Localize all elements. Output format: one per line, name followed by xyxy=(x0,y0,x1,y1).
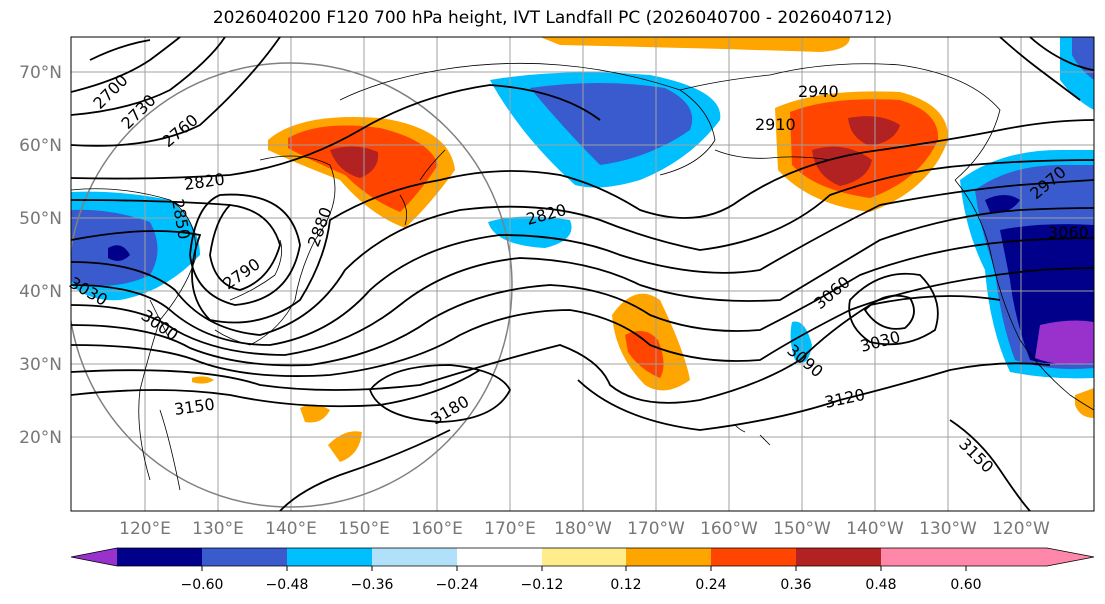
lon-label-150e: 150°E xyxy=(338,519,390,539)
colorbar-segment-6 xyxy=(542,548,626,566)
colorbar-tick-label: 0.36 xyxy=(780,577,811,593)
landfall-region-circle xyxy=(71,62,513,508)
ivt-negative-region xyxy=(71,37,1094,379)
colorbar-outline xyxy=(70,547,1095,567)
lon-label-160e: 160°E xyxy=(411,519,463,539)
lat-label-20n: 20°N xyxy=(19,428,62,448)
latitude-labels: 70°N 60°N 50°N 40°N 30°N 20°N xyxy=(19,63,62,448)
colorbar-tick-marks xyxy=(201,566,967,571)
coastlines xyxy=(71,62,1094,491)
colorbar-segment-3 xyxy=(287,548,372,566)
colorbar-segment-2 xyxy=(202,548,287,566)
colorbar-tick-label: −0.48 xyxy=(266,577,309,593)
colorbar: −0.60 −0.48 −0.36 −0.24 −0.12 0.12 0.24 … xyxy=(70,547,1095,593)
colorbar-segment-4 xyxy=(372,548,457,566)
colorbar-tick-label: −0.12 xyxy=(521,577,564,593)
colorbar-segment-0 xyxy=(71,548,117,566)
colorbar-segment-5 xyxy=(457,548,542,566)
lon-label-170w: 170°W xyxy=(627,519,685,539)
colorbar-tick-label: −0.60 xyxy=(181,577,224,593)
colorbar-tick-label: 0.24 xyxy=(695,577,726,593)
lon-label-170e: 170°E xyxy=(484,519,536,539)
lon-label-160w: 160°W xyxy=(700,519,758,539)
map-title: 2026040200 F120 700 hPa height, IVT Land… xyxy=(212,8,893,28)
colorbar-segment-9 xyxy=(796,548,881,566)
lat-label-30n: 30°N xyxy=(19,355,62,375)
lon-label-180w: 180°W xyxy=(554,519,612,539)
lon-label-120e: 120°E xyxy=(119,519,171,539)
colorbar-tick-label: −0.24 xyxy=(436,577,479,593)
colorbar-tick-label: 0.60 xyxy=(950,577,981,593)
lat-label-70n: 70°N xyxy=(19,63,62,83)
contour-label-2940: 2940 xyxy=(798,82,839,101)
colorbar-segment-7 xyxy=(626,548,711,566)
contour-label-3060-east: 3060 xyxy=(1048,223,1089,242)
colorbar-tick-label: −0.36 xyxy=(351,577,394,593)
colorbar-segment-10 xyxy=(881,548,1094,566)
map-frame xyxy=(70,36,1095,512)
contour-label-2910: 2910 xyxy=(755,115,796,134)
lat-label-50n: 50°N xyxy=(19,209,62,229)
lon-label-130e: 130°E xyxy=(192,519,244,539)
lon-label-120w: 120°W xyxy=(992,519,1050,539)
colorbar-tick-label: 0.48 xyxy=(865,577,896,593)
lon-label-140e: 140°E xyxy=(265,519,317,539)
colorbar-segment-1 xyxy=(117,548,202,566)
lon-label-150w: 150°W xyxy=(773,519,831,539)
lon-label-130w: 130°W xyxy=(919,519,977,539)
longitude-labels: 120°E 130°E 140°E 150°E 160°E 170°E 180°… xyxy=(119,519,1050,539)
lat-label-60n: 60°N xyxy=(19,136,62,156)
colorbar-tick-label: 0.12 xyxy=(610,577,641,593)
lat-label-40n: 40°N xyxy=(19,282,62,302)
height-contours xyxy=(71,37,1094,511)
colorbar-segment-8 xyxy=(711,548,796,566)
lon-label-140w: 140°W xyxy=(846,519,904,539)
graticule xyxy=(71,37,1094,511)
